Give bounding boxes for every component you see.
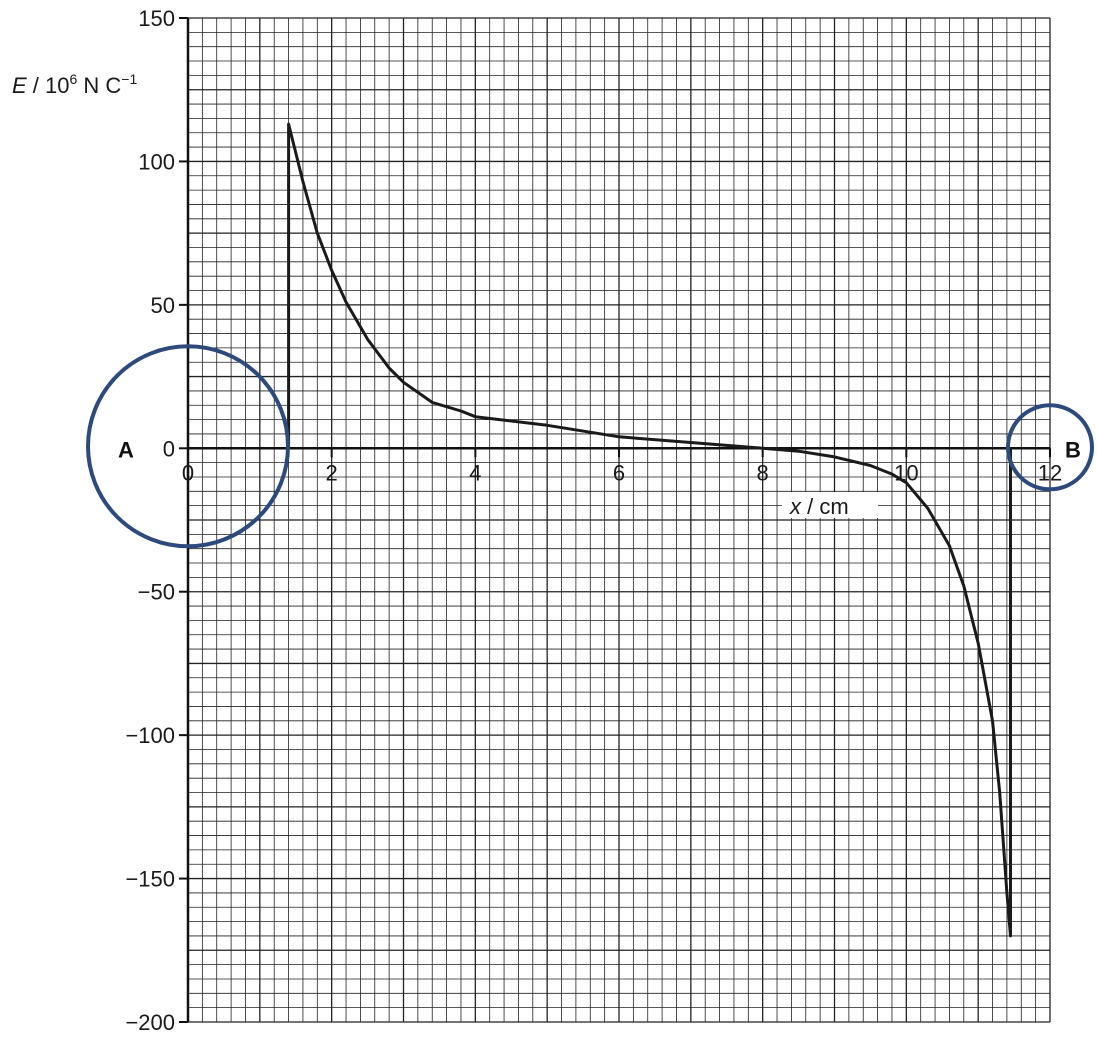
y-tick-label: 150 xyxy=(138,6,175,31)
y-axis-label: E / 106 N C−1 xyxy=(12,71,137,98)
x-tick-label: 6 xyxy=(613,460,625,485)
marker-label-a: A xyxy=(118,437,134,462)
x-axis-label: x / cm xyxy=(789,494,849,519)
y-tick-label: −150 xyxy=(125,867,175,892)
y-axis-label-rest: / 10 xyxy=(27,73,70,98)
x-tick-label: 12 xyxy=(1038,460,1062,485)
x-tick-label: 0 xyxy=(182,460,194,485)
marker-label-b: B xyxy=(1065,437,1081,462)
y-tick-label: 50 xyxy=(151,293,175,318)
x-axis-label-bg xyxy=(782,492,878,518)
x-tick-label: 8 xyxy=(757,460,769,485)
y-axis-label-unit-sup: −1 xyxy=(121,71,137,87)
y-axis-label-unit: N C xyxy=(77,73,121,98)
y-axis-label-var: E xyxy=(12,73,27,98)
y-tick-label: −50 xyxy=(138,580,175,605)
y-tick-label: −100 xyxy=(125,723,175,748)
y-tick-label: 100 xyxy=(138,149,175,174)
y-axis-label-sup: 6 xyxy=(70,71,78,87)
circle-a xyxy=(86,344,290,549)
y-tick-label: −200 xyxy=(125,1010,175,1035)
x-tick-label: 2 xyxy=(326,460,338,485)
grid xyxy=(187,17,1051,1023)
x-tick-label: 4 xyxy=(469,460,481,485)
y-tick-label: 0 xyxy=(163,436,175,461)
field-curve xyxy=(287,122,1012,938)
x-axis-label-rest: / cm xyxy=(801,494,849,519)
x-axis-label-var: x xyxy=(789,494,802,519)
circle-b xyxy=(1006,403,1094,492)
